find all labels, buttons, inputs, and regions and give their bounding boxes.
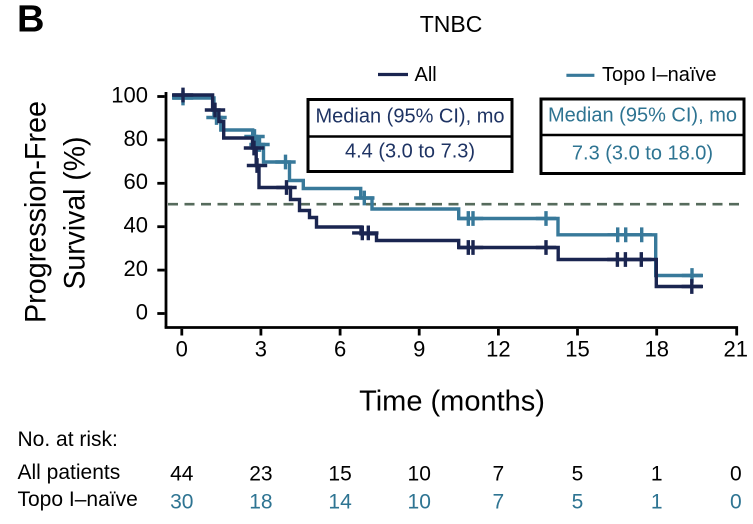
svg-text:18: 18: [249, 491, 272, 514]
svg-text:0: 0: [730, 463, 742, 486]
svg-text:80: 80: [124, 126, 148, 151]
svg-text:5: 5: [572, 491, 584, 514]
svg-text:14: 14: [328, 491, 352, 514]
svg-text:5: 5: [572, 463, 584, 486]
svg-text:44: 44: [170, 463, 194, 486]
svg-text:15: 15: [328, 463, 351, 486]
svg-text:1: 1: [651, 463, 663, 486]
svg-text:Topo I–naïve: Topo I–naïve: [18, 488, 138, 511]
svg-text:20: 20: [124, 256, 148, 281]
svg-text:7.3 (3.0 to 18.0): 7.3 (3.0 to 18.0): [572, 142, 713, 164]
svg-text:3: 3: [255, 337, 267, 362]
svg-text:0: 0: [136, 299, 148, 324]
svg-text:100: 100: [111, 82, 148, 107]
svg-text:6: 6: [334, 337, 346, 362]
svg-text:All: All: [415, 64, 437, 86]
svg-text:12: 12: [486, 337, 510, 362]
svg-text:10: 10: [408, 463, 431, 486]
svg-text:Progression-Free: Progression-Free: [19, 101, 52, 323]
svg-text:40: 40: [124, 213, 148, 238]
svg-text:9: 9: [413, 337, 425, 362]
svg-text:10: 10: [408, 491, 431, 514]
svg-text:4.4 (3.0 to 7.3): 4.4 (3.0 to 7.3): [345, 141, 475, 163]
svg-text:30: 30: [170, 491, 193, 514]
svg-text:0: 0: [176, 337, 188, 362]
svg-text:0: 0: [730, 491, 742, 514]
svg-text:Median (95% CI), mo: Median (95% CI), mo: [548, 104, 737, 126]
svg-text:21: 21: [724, 337, 748, 362]
svg-text:All patients: All patients: [18, 461, 121, 484]
svg-text:1: 1: [651, 491, 663, 514]
svg-text:Median (95% CI), mo: Median (95% CI), mo: [316, 105, 505, 127]
svg-text:No. at risk:: No. at risk:: [18, 428, 118, 451]
svg-text:Survival (%): Survival (%): [58, 137, 91, 290]
svg-text:18: 18: [644, 337, 668, 362]
svg-text:Topo I–naïve: Topo I–naïve: [602, 64, 717, 86]
svg-text:TNBC: TNBC: [420, 11, 483, 37]
svg-text:7: 7: [493, 491, 505, 514]
svg-text:15: 15: [565, 337, 589, 362]
svg-text:23: 23: [249, 463, 272, 486]
svg-text:B: B: [17, 0, 44, 41]
svg-text:7: 7: [493, 463, 505, 486]
svg-text:60: 60: [124, 169, 148, 194]
svg-text:Time (months): Time (months): [359, 386, 545, 418]
